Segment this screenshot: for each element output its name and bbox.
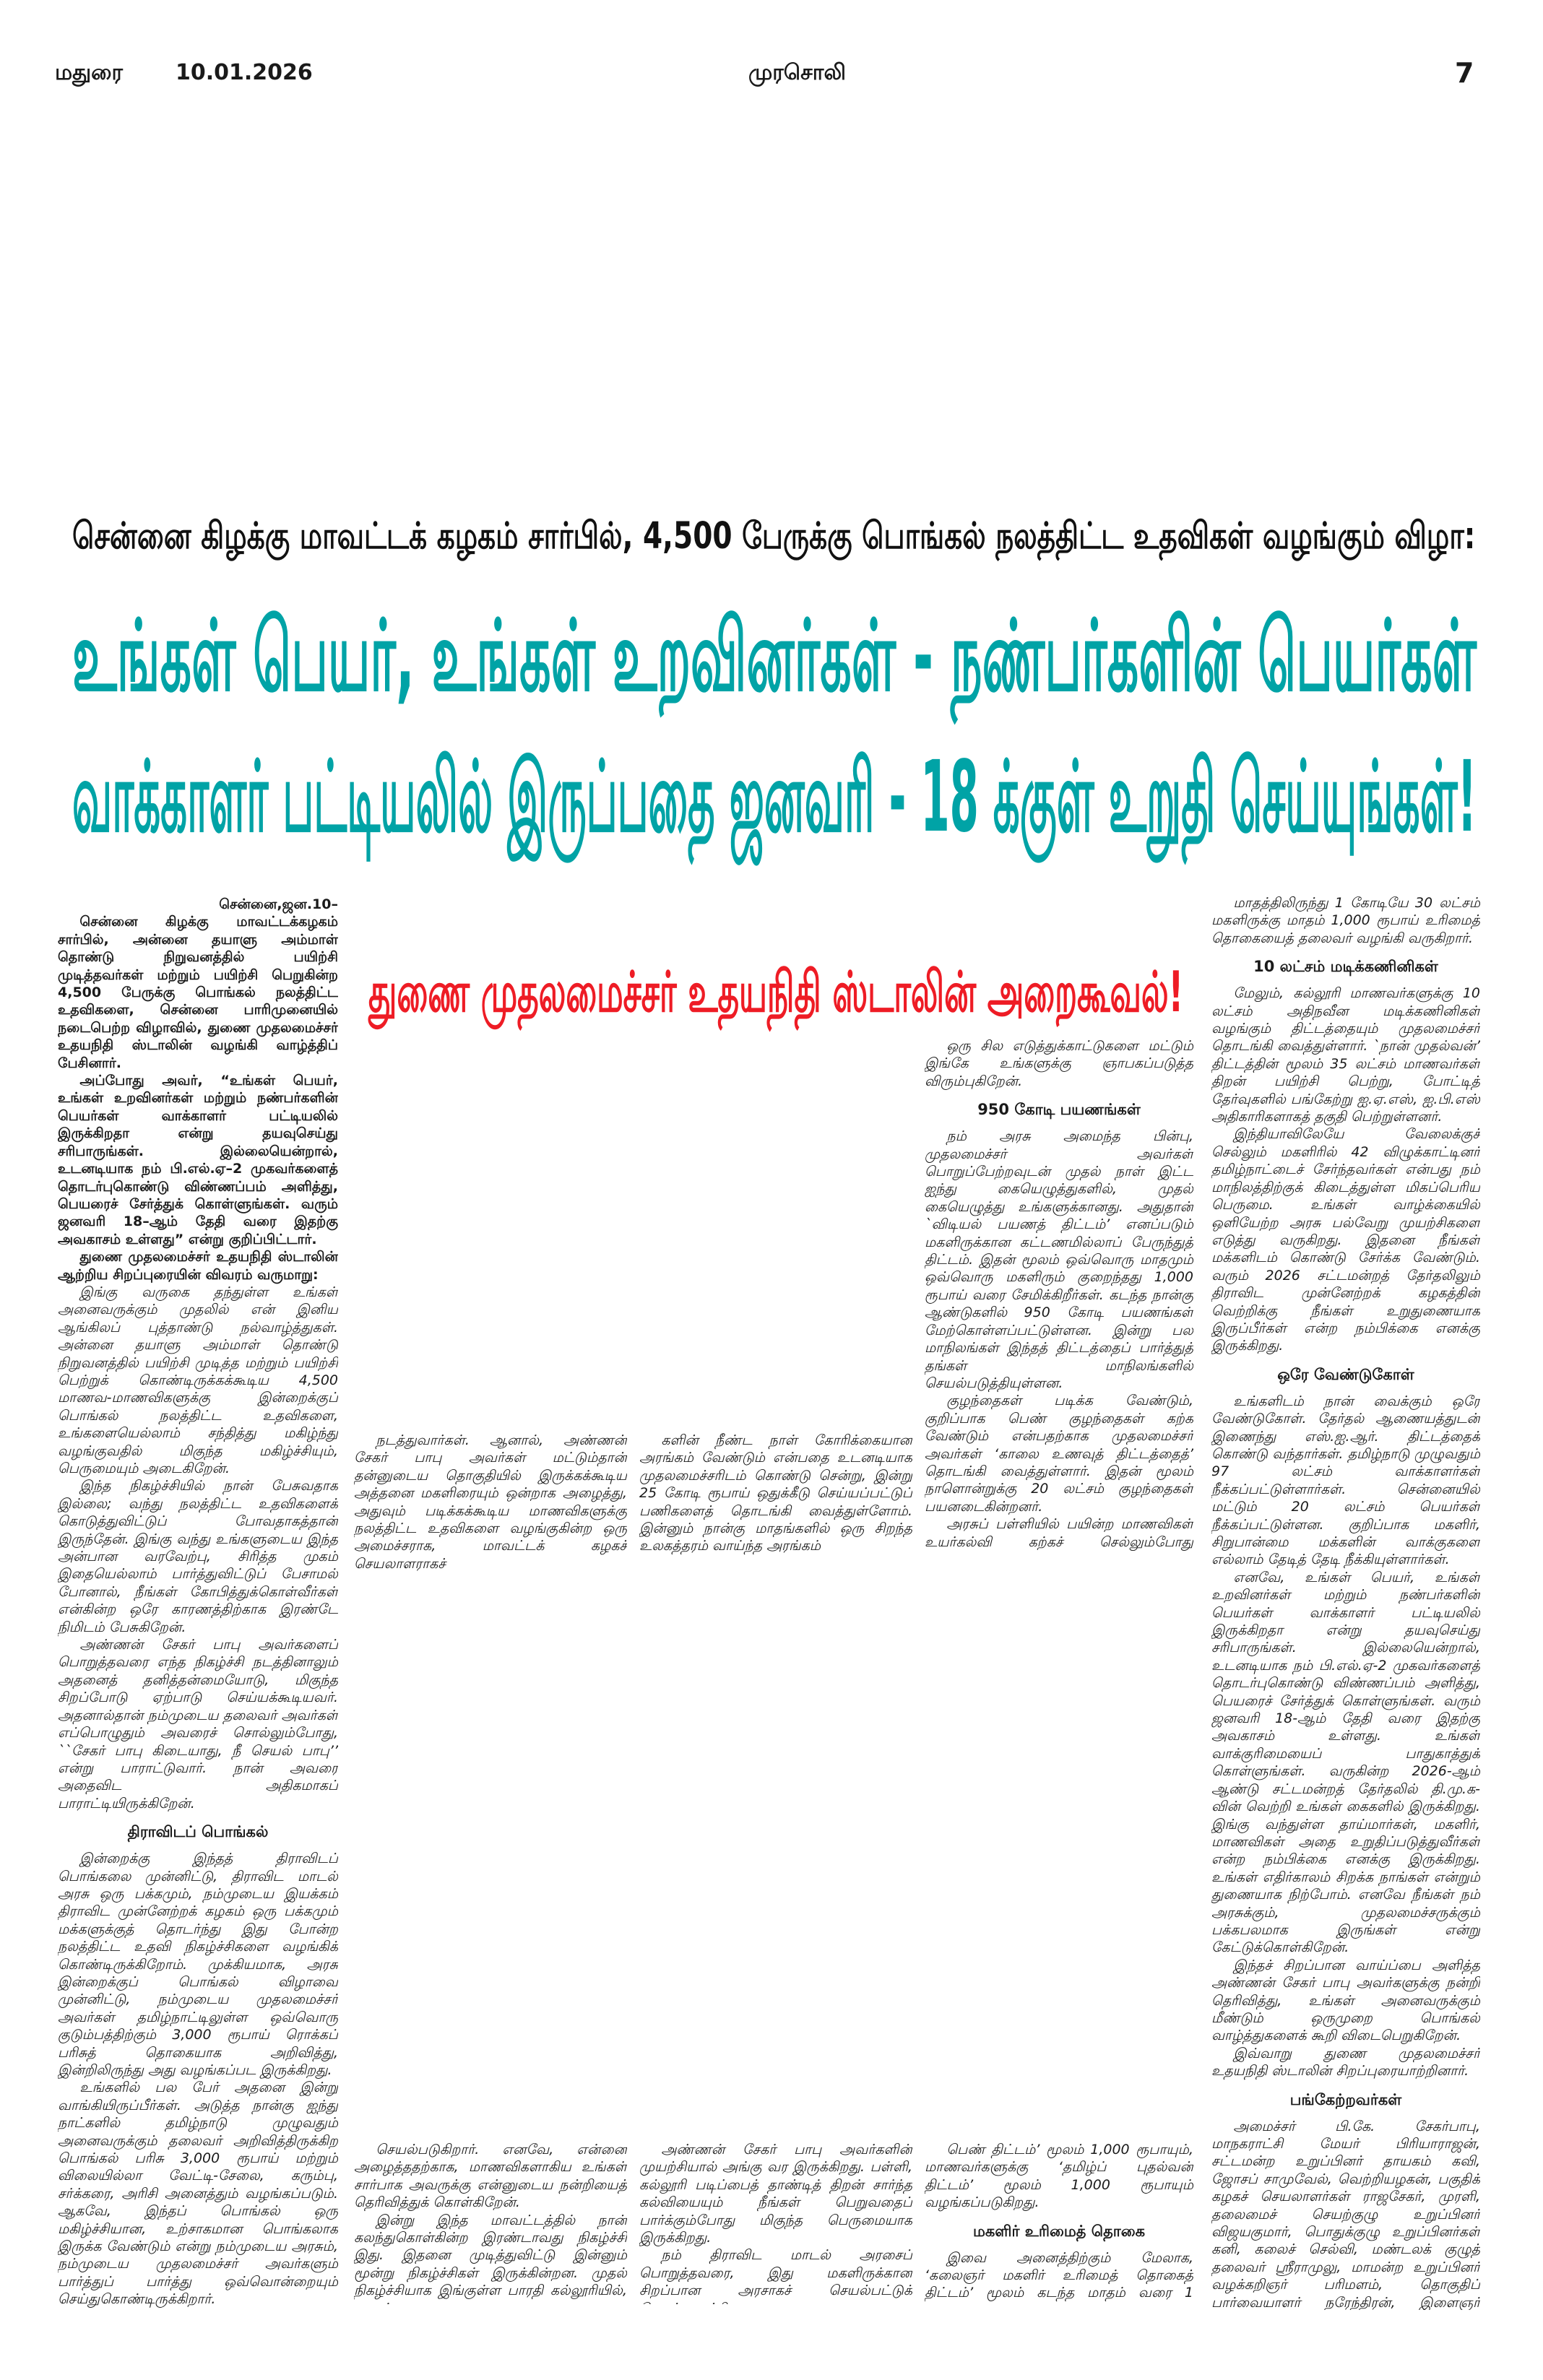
body-paragraph: இவ்வாறு துணை முதலமைச்சர் உதயநிதி ஸ்டாலின…	[1211, 2045, 1480, 2080]
body-paragraph: இந்தச் சிறப்பான வாய்ப்பை அளித்த அண்ணன் ச…	[1211, 1957, 1480, 2044]
body-paragraph: இன்றைக்கு இந்தத் திராவிடப் பொங்கலை முன்ன…	[58, 1851, 338, 2078]
main-headline-line-1: உங்கள் பெயர், உங்கள் உறவினர்கள் - நண்பர்…	[72, 600, 1477, 715]
body-paragraph: நம் அரசு அமைந்த பின்பு, முதலமைச்சர் அவர்…	[925, 1128, 1193, 1391]
body-paragraph: இந்த நிகழ்ச்சியில் நான் பேசுவதாக இல்லை; …	[58, 1478, 338, 1635]
red-subheadline-text: துணை முதலமைச்சர் உதயநிதி ஸ்டாலின் அறைகூவ…	[368, 961, 1184, 1026]
main-headline-line-2: வாக்காளர் பட்டியலில் இருப்பதை ஜனவரி - 18…	[72, 740, 1477, 856]
column-4-top: ஒரு சில எடுத்துக்காட்டுகளை மட்டும் இங்கே…	[925, 1037, 1193, 1552]
kicker-headline: சென்னை கிழக்கு மாவட்டக் கழகம் சார்பில், …	[72, 514, 1475, 558]
dateline: சென்னை,ஜன.10–	[219, 896, 338, 912]
issue-date: 10.01.2026	[176, 60, 313, 85]
edition-city: மதுரை	[55, 60, 124, 85]
body-paragraph: இவை அனைத்திற்கும் மேலாக, ‘கலைஞர் மகளிர் …	[925, 2249, 1193, 2304]
kicker-text: சென்னை கிழக்கு மாவட்டக் கழகம் சார்பில், …	[72, 514, 1476, 558]
section-heading: 950 கோடி பயணங்கள்	[977, 1101, 1141, 1119]
main-headline-text-1: உங்கள் பெயர், உங்கள் உறவினர்கள் - நண்பர்…	[72, 600, 1477, 714]
column-3-top: களின் நீண்ட நாள் கோரிக்கையான அரங்கம் வேண…	[639, 1432, 912, 1576]
body-paragraph: அரசுப் பள்ளியில் பயின்ற மாணவிகள் உயர்கல்…	[925, 1516, 1193, 1552]
column-5: மாதத்திலிருந்து 1 கோடியே 30 லட்சம் மகளிர…	[1211, 894, 1480, 2310]
section-heading: ஒரே வேண்டுகோள்	[1277, 1365, 1414, 1383]
body-paragraph: அமைச்சர் பி.கே. சேகர்பாபு, மாநகராட்சி மே…	[1211, 2118, 1480, 2310]
body-paragraph: மேலும், கல்லூரி மாணவர்களுக்கு 10 லட்சம் …	[1211, 985, 1480, 1125]
body-paragraph: உங்களில் பல பேர் அதனை இன்று வாங்கியிருப்…	[58, 2080, 338, 2308]
red-subheadline: துணை முதலமைச்சர் உதயநிதி ஸ்டாலின் அறைகூவ…	[368, 961, 1183, 1026]
section-heading: திராவிடப் பொங்கல்	[127, 1823, 269, 1841]
section-heading: 10 லட்சம் மடிக்கணினிகள்	[1253, 958, 1438, 976]
body-paragraph: மாதத்திலிருந்து 1 கோடியே 30 லட்சம் மகளிர…	[1211, 895, 1480, 946]
column-1: சென்னை,ஜன.10– சென்னை கிழக்கு மாவட்டக்கழகம…	[58, 896, 338, 2311]
main-headline-text-2: வாக்காளர் பட்டியலில் இருப்பதை ஜனவரி - 18…	[72, 740, 1477, 854]
body-paragraph: இந்தியாவிலேயே வேலைக்குச் செல்லும் மகளிரி…	[1211, 1126, 1480, 1354]
body-paragraph: இன்று இந்த மாவட்டத்தில் நான் கலந்துகொள்க…	[354, 2212, 627, 2304]
body-paragraph: அண்ணன் சேகர் பாபு அவர்களின் முயற்சியால் …	[639, 2142, 912, 2246]
masthead: முரசொலி	[748, 60, 846, 85]
body-paragraph: உங்களிடம் நான் வைக்கும் ஒரே வேண்டுகோள். …	[1211, 1393, 1480, 1568]
column-2-bottom: செயல்படுகிறார். எனவே, என்னை அழைத்ததற்காக…	[354, 2141, 627, 2304]
body-paragraph: நம் திராவிட மாடல் அரசைப் பொறுத்தவரை, இது…	[639, 2247, 912, 2304]
body-paragraph: நடத்துவார்கள். ஆனால், அண்ணன் சேகர் பாபு …	[354, 1432, 627, 1572]
lead-paragraph: சென்னை கிழக்கு மாவட்டக்கழகம் சார்பில், அ…	[58, 914, 338, 1071]
section-heading: மகளிர் உரிமைத் தொகை	[972, 2222, 1146, 2240]
section-heading: பங்கேற்றவர்கள்	[1289, 2090, 1402, 2108]
lead-paragraph: அப்போது அவர், “உங்கள் பெயர், உங்கள் உறவி…	[58, 1073, 338, 1247]
body-paragraph: இங்கு வருகை தந்துள்ள உங்கள் அனைவருக்கும்…	[58, 1284, 338, 1476]
page-number: 7	[1455, 57, 1474, 89]
body-paragraph: களின் நீண்ட நாள் கோரிக்கையான அரங்கம் வேண…	[639, 1432, 912, 1554]
body-paragraph: குழந்தைகள் படிக்க வேண்டும், குறிப்பாக பெ…	[925, 1393, 1193, 1515]
column-2-top: நடத்துவார்கள். ஆனால், அண்ணன் சேகர் பாபு …	[354, 1432, 627, 1576]
body-paragraph: செயல்படுகிறார். எனவே, என்னை அழைத்ததற்காக…	[354, 2142, 627, 2211]
column-3-bottom: அண்ணன் சேகர் பாபு அவர்களின் முயற்சியால் …	[639, 2141, 912, 2304]
body-paragraph: ஒரு சில எடுத்துக்காட்டுகளை மட்டும் இங்கே…	[925, 1038, 1193, 1089]
body-paragraph: எனவே, உங்கள் பெயர், உங்கள் உறவினர்கள் மற…	[1211, 1569, 1480, 1956]
body-paragraph: பெண் திட்டம்’ மூலம் 1,000 ரூபாயும், மாணவ…	[925, 2142, 1193, 2211]
body-paragraph: அண்ணன் சேகர் பாபு அவர்களைப் பொறுத்தவரை எ…	[58, 1637, 338, 1812]
lead-paragraph: துணை முதலமைச்சர் உதயநிதி ஸ்டாலின் ஆற்றிய…	[58, 1249, 338, 1283]
column-4-bottom: பெண் திட்டம்’ மூலம் 1,000 ரூபாயும், மாணவ…	[925, 2141, 1193, 2304]
